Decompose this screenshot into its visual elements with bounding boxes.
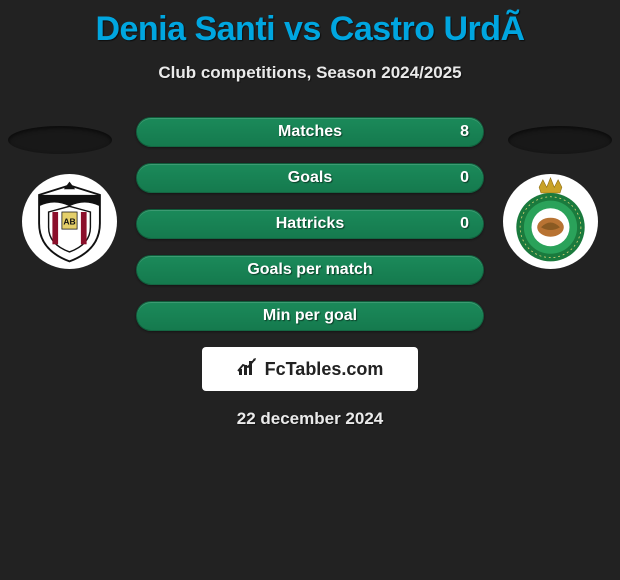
chart-icon (237, 357, 261, 382)
stats-list: Matches 8 Goals 0 Hattricks 0 Goals per … (136, 117, 484, 331)
stat-row-goals-per-match: Goals per match (136, 255, 484, 285)
stat-label: Min per goal (263, 307, 357, 325)
stat-row-matches: Matches 8 (136, 117, 484, 147)
stat-label: Hattricks (276, 215, 344, 233)
brand-box: FcTables.com (202, 347, 418, 391)
shadow-left (8, 126, 112, 154)
svg-text:AB: AB (63, 216, 75, 226)
stat-value: 0 (460, 169, 469, 187)
stat-label: Matches (278, 123, 342, 141)
stat-row-min-per-goal: Min per goal (136, 301, 484, 331)
crest-left-icon: AB (22, 174, 117, 269)
stat-row-goals: Goals 0 (136, 163, 484, 193)
team-badge-left: AB (22, 174, 117, 269)
stat-value: 0 (460, 215, 469, 233)
shadow-right (508, 126, 612, 154)
date-text: 22 december 2024 (0, 409, 620, 429)
stat-row-hattricks: Hattricks 0 (136, 209, 484, 239)
page-title: Denia Santi vs Castro UrdÃ (0, 0, 620, 49)
stat-label: Goals per match (247, 261, 372, 279)
brand-text: FcTables.com (265, 359, 384, 380)
stat-label: Goals (288, 169, 332, 187)
team-badge-right (503, 174, 598, 269)
subtitle: Club competitions, Season 2024/2025 (0, 63, 620, 83)
crest-right-icon (503, 174, 598, 274)
stat-value: 8 (460, 123, 469, 141)
